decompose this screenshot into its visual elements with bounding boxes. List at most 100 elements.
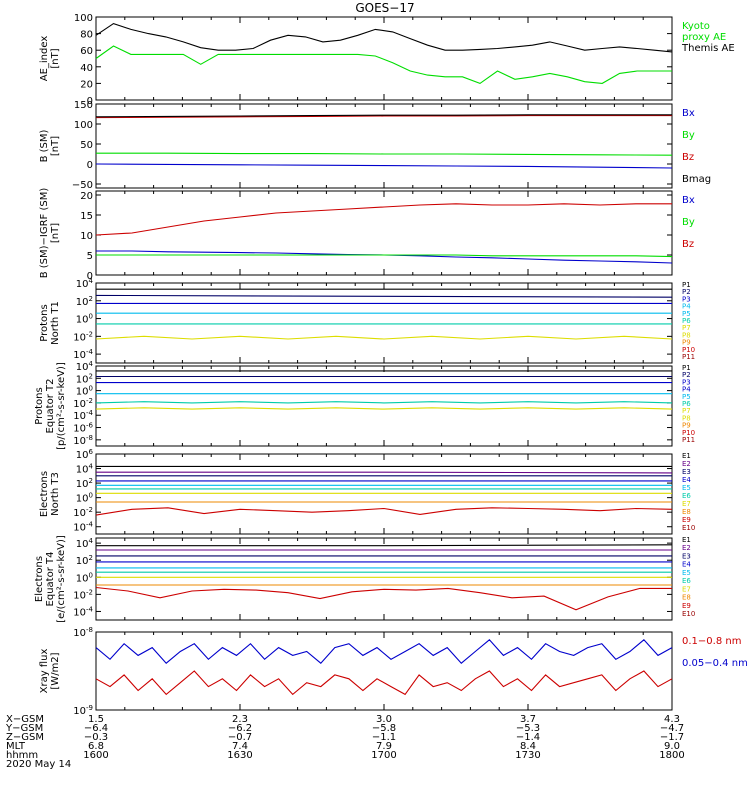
legend-e1: E1 [682, 536, 691, 544]
legend-bmag: Bmag [682, 174, 711, 185]
legend-p9: P9 [682, 339, 691, 347]
legend-e8: E8 [682, 508, 691, 516]
legend-p1: P1 [682, 281, 691, 289]
legend-e2: E2 [682, 544, 691, 552]
ephemeris-value: −6.2 [228, 723, 252, 734]
panel-3: 20 15 10 5 0 B (SM)−IGRF (SM) [nT] Bx By Bz [39, 188, 695, 282]
y-tick-label: 10-4 [73, 521, 93, 534]
series-bx [96, 250, 673, 264]
ephemeris-label: X−GSM [6, 714, 44, 725]
y-tick-label: 100 [76, 385, 93, 398]
y-axis-label: [nT] [50, 48, 61, 68]
y-tick-label: 10-2 [73, 397, 93, 410]
y-tick-label: 20 [80, 79, 93, 90]
legend-e3: E3 [682, 468, 691, 476]
y-tick-label: 100 [76, 313, 93, 326]
y-tick-label: 0 [87, 96, 93, 107]
series-e9 [95, 507, 673, 516]
ephemeris-value: −6.4 [84, 723, 108, 734]
ephemeris-value: 6.8 [88, 741, 104, 752]
panel-frame [95, 190, 673, 276]
y-tick-label: 102 [76, 295, 93, 308]
y-tick-label: 10-2 [73, 588, 93, 601]
ephemeris-value: 1700 [371, 750, 396, 761]
y-tick-label: 100 [74, 13, 93, 24]
y-tick-label: 10-2 [73, 506, 93, 519]
ephemeris-value: −5.8 [372, 723, 396, 734]
legend-p8: P8 [682, 331, 691, 339]
series-by [96, 254, 673, 258]
y-tick-label: 150 [74, 100, 93, 111]
y-tick-label: 15 [80, 211, 93, 222]
y-tick-label: −50 [72, 180, 93, 191]
ephemeris-value: 1730 [515, 750, 540, 761]
legend-bz: Bz [682, 152, 694, 163]
legend-e9: E9 [682, 602, 691, 610]
ephemeris-label: Z−GSM [6, 732, 44, 743]
series-kyoto-proxy-ae [95, 45, 672, 85]
legend-by: By [682, 217, 695, 228]
legend-p6: P6 [682, 317, 691, 325]
legend-bx: Bx [682, 108, 695, 119]
legend-themis-ae: Themis AE [681, 43, 735, 54]
y-tick-label: 20 [80, 191, 93, 202]
legend-kyoto-proxy-ae: proxy AE [682, 32, 726, 43]
ephemeris-value: −1.7 [660, 732, 684, 743]
ephemeris-label: Y−GSM [5, 723, 43, 734]
ephemeris-value: 9.0 [664, 741, 680, 752]
y-tick-label: 102 [76, 554, 93, 567]
ephemeris-value: −0.3 [84, 732, 108, 743]
series-e9 [95, 586, 672, 611]
page-title: GOES−17 [355, 1, 415, 15]
y-axis-label: North T1 [50, 301, 61, 345]
legend-e8: E8 [682, 594, 691, 602]
legend-p4: P4 [682, 386, 691, 394]
ephemeris-value: −1.1 [372, 732, 396, 743]
y-tick-label: 100 [76, 571, 93, 584]
y-tick-label: 104 [76, 537, 94, 550]
y-axis-label: Equator T4 [45, 552, 56, 607]
y-axis-label: [nT] [50, 223, 61, 243]
y-tick-label: 60 [80, 46, 93, 57]
legend-bz: Bz [682, 239, 694, 250]
legend-0-1-0-8-nm: 0.1−0.8 nm [682, 636, 741, 647]
ephemeris-label: MLT [6, 741, 26, 752]
legend-p11: P11 [682, 436, 695, 444]
series-p5 [95, 401, 673, 404]
y-tick-label: 40 [80, 63, 93, 74]
y-axis-label: [p/(cm²-s-sr-keV)] [56, 362, 67, 450]
series-p2 [95, 294, 673, 298]
ephemeris-value: 4.3 [664, 714, 680, 725]
legend-e1: E1 [682, 452, 691, 460]
y-tick-label: 102 [76, 372, 93, 385]
series-p6 [95, 335, 673, 340]
legend-p5: P5 [682, 393, 691, 401]
ephemeris-value: −5.3 [516, 723, 540, 734]
series-e2 [96, 471, 673, 474]
y-axis-label: B (SM) [39, 129, 50, 162]
legend-e6: E6 [682, 492, 691, 500]
legend-e7: E7 [682, 500, 691, 508]
ephemeris-value: 1600 [83, 750, 108, 761]
y-tick-label: 106 [76, 448, 94, 461]
legend-p8: P8 [682, 414, 691, 422]
y-axis-label: B (SM)−IGRF (SM) [39, 188, 50, 279]
ephemeris-value: −0.7 [228, 732, 252, 743]
y-tick-label: 10-4 [73, 605, 93, 618]
y-tick-label: 10-8 [73, 434, 93, 447]
panel-frame [95, 365, 673, 447]
legend-e4: E4 [682, 561, 691, 569]
series-bx [95, 163, 673, 169]
ephemeris-value: 1.5 [88, 714, 104, 725]
y-tick-label: 104 [76, 277, 94, 290]
legend-e5: E5 [682, 569, 691, 577]
legend-by: By [682, 130, 695, 141]
y-axis-label: Electrons [39, 471, 50, 517]
ephemeris-value: 3.0 [376, 714, 392, 725]
legend-p11: P11 [682, 353, 695, 361]
legend-bx: Bx [682, 195, 695, 206]
ephemeris-value: 8.4 [520, 741, 536, 752]
